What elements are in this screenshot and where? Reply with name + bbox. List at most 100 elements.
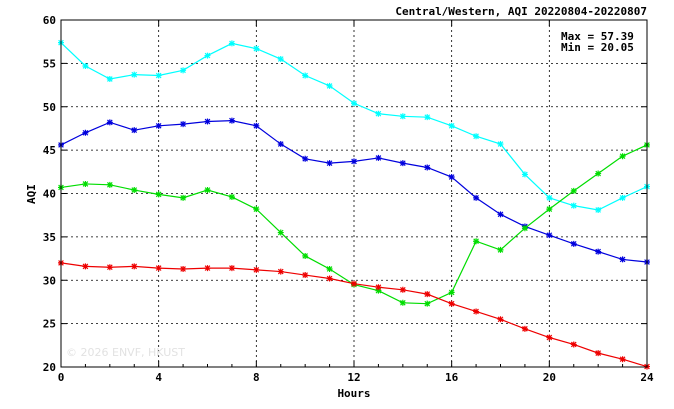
data-point: [82, 180, 89, 187]
data-point: [277, 141, 284, 148]
data-point: [326, 160, 333, 167]
data-point: [277, 268, 284, 275]
data-point: [595, 248, 602, 255]
data-point: [497, 246, 504, 253]
data-point: [399, 299, 406, 306]
data-point: [228, 40, 235, 47]
data-point: [595, 350, 602, 357]
data-point: [424, 114, 431, 121]
data-point: [180, 67, 187, 74]
x-tick-label: 4: [155, 371, 162, 384]
data-point: [302, 252, 309, 259]
y-tick-label: 40: [43, 188, 56, 201]
data-point: [570, 341, 577, 348]
x-tick-label: 20: [543, 371, 556, 384]
watermark-text: © 2026 ENVF, HKUST: [66, 346, 185, 359]
series-3: [58, 259, 650, 370]
data-point: [82, 62, 89, 69]
data-point: [253, 206, 260, 213]
data-point: [546, 232, 553, 239]
data-point: [497, 211, 504, 218]
data-point: [351, 158, 357, 165]
data-point: [448, 289, 455, 296]
data-point: [619, 194, 626, 201]
x-tick-label: 12: [347, 371, 360, 384]
data-point: [473, 133, 480, 140]
data-point: [448, 300, 455, 307]
data-point: [106, 75, 113, 82]
data-point: [228, 265, 235, 272]
data-point: [253, 266, 260, 273]
data-point: [155, 72, 162, 79]
data-point: [521, 325, 528, 332]
data-point: [448, 174, 455, 181]
data-point: [497, 141, 504, 148]
data-point: [570, 187, 577, 194]
data-point: [204, 52, 211, 59]
chart-title: Central/Western, AQI 20220804-20220807: [395, 5, 647, 18]
y-tick-label: 60: [43, 14, 56, 27]
data-point: [619, 153, 626, 160]
data-point: [326, 275, 333, 282]
data-point: [473, 194, 480, 201]
data-point: [473, 308, 480, 315]
data-point: [204, 118, 211, 125]
data-point: [302, 72, 309, 79]
min-label: Min = 20.05: [561, 41, 634, 54]
data-point: [106, 119, 113, 126]
y-tick-label: 30: [43, 274, 56, 287]
axis-ticks: 0 4 8 12 16 20 24 20 25 30 35 40 45 50 55 60: [43, 14, 654, 384]
data-point: [595, 206, 602, 213]
data-point: [302, 155, 309, 162]
data-point: [106, 264, 113, 271]
data-point: [131, 263, 138, 270]
y-axis-label: AQI: [25, 184, 38, 204]
max-label: Max = 57.39: [561, 30, 634, 43]
data-point: [82, 129, 89, 136]
series-0: [58, 39, 650, 213]
data-point: [253, 45, 260, 52]
data-point: [204, 265, 211, 272]
y-tick-label: 20: [43, 361, 56, 374]
data-point: [546, 194, 553, 201]
data-point: [155, 122, 162, 129]
data-point: [277, 56, 284, 63]
data-point: [326, 82, 333, 89]
series-1: [58, 117, 650, 266]
data-point: [375, 287, 382, 294]
data-point: [155, 265, 162, 272]
data-point: [375, 154, 382, 161]
data-point: [424, 164, 431, 171]
data-point: [570, 202, 577, 209]
data-point: [570, 240, 577, 247]
data-point: [399, 113, 406, 120]
x-tick-label: 0: [58, 371, 65, 384]
data-point: [228, 117, 235, 124]
data-point: [106, 181, 113, 188]
data-point: [204, 187, 211, 194]
data-point: [180, 265, 187, 272]
data-point: [302, 272, 309, 279]
data-point: [497, 316, 504, 323]
data-point: [424, 291, 431, 298]
y-tick-label: 45: [43, 144, 56, 157]
y-tick-label: 50: [43, 101, 56, 114]
y-tick-label: 55: [43, 57, 56, 70]
data-point: [424, 300, 431, 307]
x-tick-label: 16: [445, 371, 459, 384]
data-point: [546, 334, 553, 341]
data-point: [131, 127, 138, 134]
data-point: [473, 238, 480, 245]
data-point: [521, 171, 528, 178]
data-point: [155, 191, 162, 198]
data-point: [253, 122, 260, 129]
data-point: [180, 121, 187, 128]
data-point: [180, 194, 187, 201]
data-point: [277, 229, 284, 236]
data-point: [131, 71, 138, 78]
series-layer: [58, 39, 650, 370]
data-point: [351, 100, 357, 107]
grid-lines: [61, 20, 647, 367]
data-point: [375, 284, 382, 291]
